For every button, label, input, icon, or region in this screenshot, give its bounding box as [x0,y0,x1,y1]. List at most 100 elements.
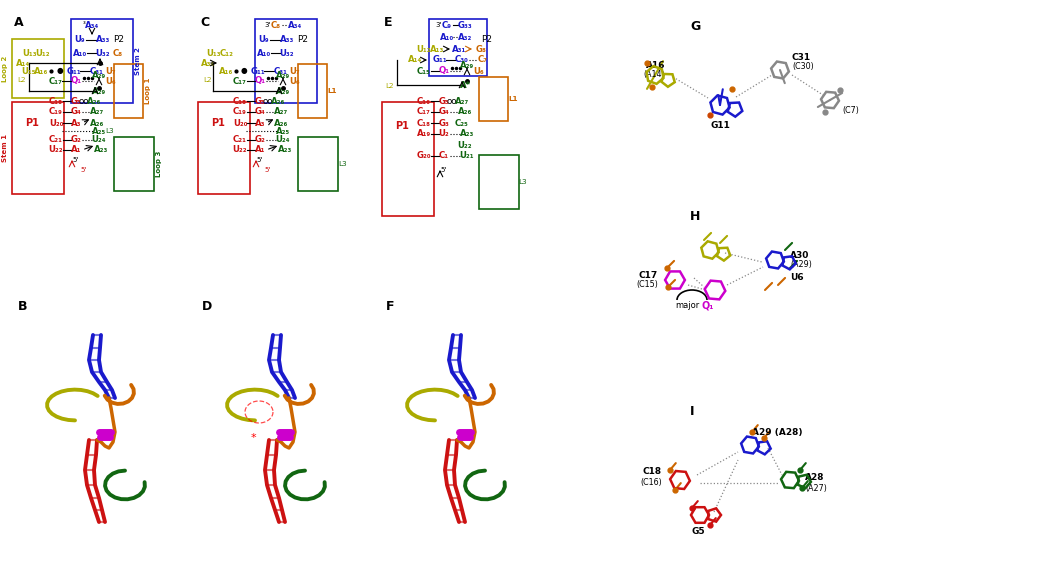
Text: I: I [690,405,694,418]
Text: U₂₂: U₂₂ [48,145,63,155]
Text: 3': 3' [265,22,271,28]
Text: P2: P2 [113,35,125,45]
Text: A₂₉: A₂₉ [460,62,475,71]
Text: A₂₆: A₂₆ [90,119,104,128]
Text: U₆: U₆ [106,76,117,85]
Text: U₂: U₂ [439,129,449,139]
Text: U₉: U₉ [258,35,269,45]
Text: ●: ● [240,66,248,75]
Text: C₈: C₈ [271,21,281,29]
Text: Q₁: Q₁ [70,76,82,85]
Text: A29 (A28): A29 (A28) [752,427,802,436]
Text: 5': 5' [80,167,86,173]
Text: B: B [18,300,27,313]
Text: U₁₂: U₁₂ [417,45,432,54]
Text: C₉: C₉ [442,21,452,29]
Text: (C7): (C7) [842,105,859,115]
Text: U₂₄: U₂₄ [276,135,290,145]
Text: U₆: U₆ [474,66,484,75]
Text: U₁₅: U₁₅ [21,66,36,75]
Text: U₃₂: U₃₂ [96,48,110,58]
Text: L1: L1 [508,96,518,102]
Text: U₁₂: U₁₂ [36,48,50,58]
Text: P2: P2 [482,35,492,45]
Text: C₁₉: C₁₉ [233,108,247,116]
Text: C17: C17 [638,270,658,279]
Text: G5: G5 [691,527,705,536]
Text: P1: P1 [25,118,39,128]
Text: U₃₂: U₃₂ [279,48,294,58]
Text: G₈: G₈ [476,45,486,54]
Text: (C15): (C15) [636,280,658,289]
Text: A₁₄: A₁₄ [407,55,422,65]
Text: *: * [250,433,256,443]
Text: Loop 2: Loop 2 [2,56,8,82]
Text: U6: U6 [790,272,803,282]
Text: L3: L3 [519,179,527,185]
Text: U₇: U₇ [106,66,117,75]
Text: U₂₂: U₂₂ [458,141,472,149]
Text: G₅: G₅ [70,96,82,105]
Text: oo: oo [262,96,273,105]
Text: major: major [675,300,699,309]
Text: L2: L2 [18,77,26,83]
Text: 5': 5' [72,157,79,163]
Text: C₈: C₈ [113,48,123,58]
Text: A₃₄: A₃₄ [288,21,302,29]
Text: C₁: C₁ [439,152,449,161]
Text: A₂₉: A₂₉ [92,72,106,81]
Text: F: F [386,300,395,313]
Text: 5': 5' [264,167,270,173]
Text: A₃₃: A₃₃ [96,35,110,45]
Text: L2: L2 [204,77,212,83]
Text: C₂₁: C₂₁ [49,135,63,145]
Text: A₃₂: A₃₂ [458,32,472,42]
Text: U₂₀: U₂₀ [233,119,247,128]
Text: G₅: G₅ [439,96,449,105]
Text: A₂₆: A₂₆ [458,108,472,116]
Text: A₃₁: A₃₁ [452,45,466,54]
Text: U₉: U₉ [75,35,85,45]
Text: A₃₄: A₃₄ [201,58,215,68]
Text: U₆: U₆ [290,76,300,85]
Text: L1: L1 [328,88,337,94]
Text: A₂₇: A₂₇ [274,108,288,116]
Text: Q₁: Q₁ [701,300,714,310]
Text: C₇: C₇ [478,55,488,65]
Text: A: A [14,16,23,29]
Text: (A14): (A14) [644,71,665,79]
Text: C₁₈: C₁₈ [49,96,63,105]
Text: C₃₁: C₃₁ [90,66,104,75]
Text: G₅: G₅ [254,96,266,105]
Text: A₂₃: A₂₃ [460,129,475,139]
Text: P1: P1 [211,118,225,128]
Text: (A29): (A29) [790,260,812,269]
Text: A₂₆: A₂₆ [87,96,101,105]
Text: C₁₂: C₁₂ [220,48,234,58]
Text: A₂₅: A₂₅ [92,126,106,135]
Text: L2: L2 [385,83,395,89]
Text: G: G [690,20,700,33]
Text: G₄: G₄ [70,108,82,116]
Text: Q₁: Q₁ [439,66,449,75]
Text: Stem 1: Stem 1 [2,134,8,162]
Text: C₁₈: C₁₈ [233,96,247,105]
Text: A₁₆: A₁₆ [34,66,48,75]
Text: U₁₃: U₁₃ [207,48,222,58]
Text: A₂₃: A₂₃ [93,145,108,155]
Text: A₂₆: A₂₆ [274,119,288,128]
Text: ³: ³ [83,22,85,28]
Text: A₂₇: A₂₇ [455,96,469,105]
Text: A₁₄: A₁₄ [16,58,30,68]
Text: A₂₉: A₂₉ [92,86,106,95]
Text: A₂₇: A₂₇ [90,108,104,116]
Text: G₂: G₂ [70,135,82,145]
Text: P1: P1 [395,121,408,131]
Text: A₁₃: A₁₃ [429,45,444,54]
Text: P2: P2 [297,35,309,45]
Text: (C30): (C30) [792,62,814,72]
Text: (A27): (A27) [805,483,827,493]
Text: A*: A* [461,81,471,89]
Text: C: C [200,16,209,29]
Text: oo: oo [79,96,89,105]
